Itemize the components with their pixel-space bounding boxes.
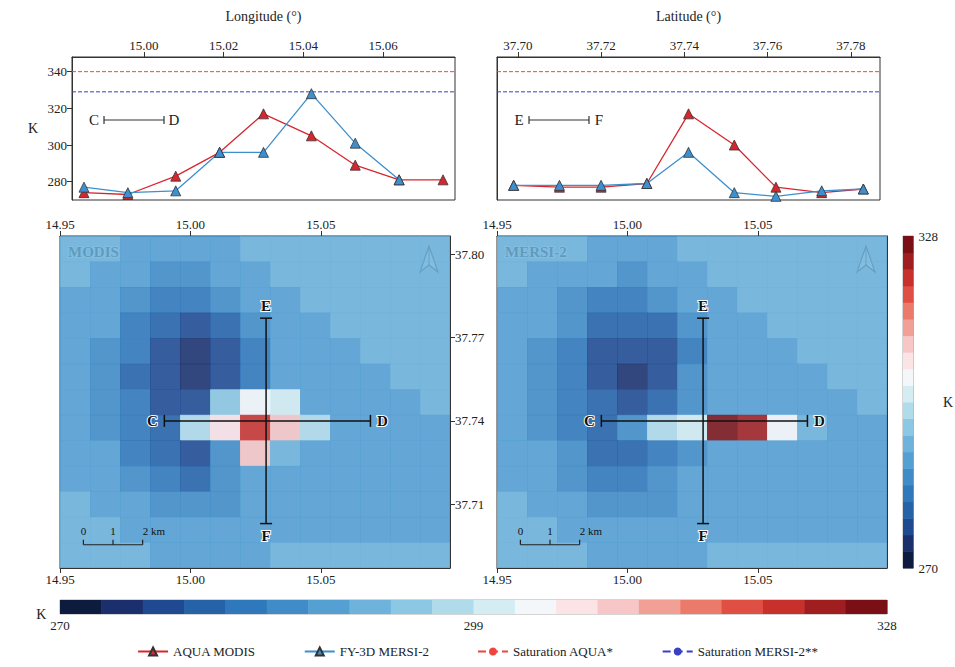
svg-text:2 km: 2 km	[143, 525, 166, 537]
svg-text:37.80: 37.80	[455, 247, 484, 262]
svg-text:37.72: 37.72	[586, 38, 615, 53]
svg-text:15.04: 15.04	[289, 38, 319, 53]
svg-text:Longitude (°): Longitude (°)	[226, 9, 302, 25]
svg-text:E: E	[698, 298, 708, 314]
svg-text:E: E	[514, 112, 523, 128]
svg-text:15.00: 15.00	[176, 217, 205, 232]
svg-text:D: D	[814, 413, 825, 429]
svg-text:2 km: 2 km	[580, 525, 603, 537]
svg-text:37.76: 37.76	[753, 38, 783, 53]
svg-text:270: 270	[918, 561, 938, 576]
svg-text:F: F	[699, 528, 708, 544]
svg-text:300: 300	[48, 138, 68, 153]
svg-text:15.00: 15.00	[613, 217, 642, 232]
svg-text:37.74: 37.74	[670, 38, 700, 53]
svg-text:270: 270	[50, 618, 70, 633]
svg-text:F: F	[262, 528, 271, 544]
svg-text:340: 340	[48, 64, 68, 79]
svg-text:37.74: 37.74	[455, 413, 485, 428]
svg-text:14.95: 14.95	[45, 217, 74, 232]
svg-text:14.95: 14.95	[482, 217, 511, 232]
svg-text:37.70: 37.70	[503, 38, 532, 53]
svg-text:15.06: 15.06	[369, 38, 399, 53]
svg-text:328: 328	[918, 229, 938, 244]
svg-text:14.95: 14.95	[45, 572, 74, 587]
svg-text:Latitude (°): Latitude (°)	[656, 9, 721, 25]
svg-text:1: 1	[547, 525, 553, 537]
svg-text:37.77: 37.77	[455, 330, 485, 345]
svg-text:K: K	[28, 121, 38, 136]
svg-text:37.78: 37.78	[836, 38, 865, 53]
svg-text:15.02: 15.02	[209, 38, 238, 53]
svg-text:15.05: 15.05	[743, 572, 772, 587]
svg-text:328: 328	[877, 618, 897, 633]
svg-text:C: C	[584, 413, 595, 429]
svg-text:C: C	[89, 112, 99, 128]
svg-text:D: D	[169, 112, 180, 128]
svg-text:D: D	[377, 413, 388, 429]
svg-text:15.00: 15.00	[176, 572, 205, 587]
svg-text:Saturation AQUA*: Saturation AQUA*	[513, 644, 613, 659]
svg-text:0: 0	[518, 525, 524, 537]
svg-text:15.05: 15.05	[306, 572, 335, 587]
svg-text:1: 1	[110, 525, 116, 537]
svg-text:15.00: 15.00	[129, 38, 158, 53]
svg-text:AQUA MODIS: AQUA MODIS	[173, 644, 255, 659]
svg-text:37.71: 37.71	[455, 497, 484, 512]
svg-text:Saturation MERSI-2**: Saturation MERSI-2**	[698, 644, 818, 659]
svg-text:FY-3D MERSI-2: FY-3D MERSI-2	[340, 644, 429, 659]
svg-text:320: 320	[48, 101, 68, 116]
svg-text:E: E	[261, 298, 271, 314]
svg-text:0: 0	[81, 525, 87, 537]
svg-text:K: K	[943, 395, 953, 410]
svg-text:F: F	[595, 112, 603, 128]
svg-text:15.05: 15.05	[306, 217, 335, 232]
svg-text:C: C	[147, 413, 158, 429]
svg-text:K: K	[36, 607, 46, 622]
svg-text:14.95: 14.95	[482, 572, 511, 587]
svg-text:299: 299	[464, 618, 484, 633]
svg-text:15.05: 15.05	[743, 217, 772, 232]
svg-text:280: 280	[48, 174, 68, 189]
svg-text:15.00: 15.00	[613, 572, 642, 587]
